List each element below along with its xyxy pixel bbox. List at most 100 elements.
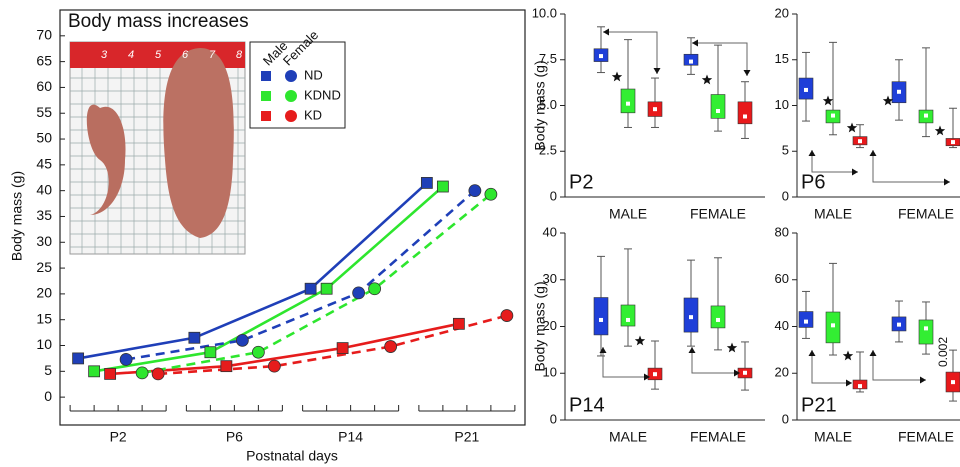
arrow [691, 347, 740, 374]
point [304, 282, 317, 295]
legend-marker [285, 70, 297, 82]
point [220, 360, 233, 373]
arrow-head [644, 373, 650, 381]
x-tick-label: FEMALE [690, 206, 746, 222]
point [452, 317, 465, 330]
point [436, 180, 449, 193]
arrow-head [869, 350, 877, 356]
y-tick-label: 10.0 [532, 5, 557, 20]
y-tick-label: 30 [36, 233, 52, 249]
p-value: 0.002 [936, 337, 950, 367]
point [251, 345, 265, 359]
ruler-label: 5 [155, 49, 162, 61]
arrow-head [603, 28, 609, 36]
arrow-head [808, 350, 816, 356]
mean-marker [897, 89, 901, 94]
y-tick-label: 7.5 [539, 51, 557, 66]
x-tick-label: P2 [110, 429, 127, 445]
y-tick-label: 15 [775, 51, 789, 66]
mean-marker [951, 140, 955, 145]
box [710, 94, 726, 119]
point [420, 177, 433, 189]
x-tick-label: P6 [226, 429, 243, 445]
y-tick-label: 40 [36, 181, 52, 197]
mean-marker [716, 108, 720, 113]
point [500, 309, 514, 322]
mean-marker [924, 326, 928, 331]
x-tick-label: MALE [814, 206, 852, 222]
arrow-head [944, 178, 950, 186]
mean-marker [689, 315, 693, 320]
arrow-head [599, 347, 607, 353]
arrow-head [920, 376, 926, 384]
panel-label: P14 [569, 394, 605, 416]
point [320, 282, 333, 295]
series-line [125, 189, 476, 361]
mean-marker [626, 101, 630, 106]
y-tick-label: 50 [36, 130, 52, 146]
significance-star [611, 71, 623, 82]
mean-marker [858, 139, 862, 144]
legend-marker [285, 110, 297, 122]
y-tick-label: 5.0 [539, 97, 557, 112]
x-tick-label: P14 [338, 429, 363, 445]
mean-marker [858, 384, 862, 389]
arrow [603, 31, 658, 74]
box [737, 101, 753, 125]
y-tick-label: 35 [36, 207, 52, 223]
y-tick-label: 0 [550, 188, 557, 203]
y-tick-label: 55 [36, 104, 52, 120]
y-tick-label: 5 [44, 362, 52, 378]
series-line [141, 193, 492, 375]
panel-label: P2 [569, 171, 593, 193]
main-frame [59, 9, 526, 426]
series-line [77, 181, 428, 360]
box [710, 305, 726, 329]
legend-label: ND [304, 67, 323, 82]
mean-marker [924, 113, 928, 118]
x-tick-label: FEMALE [898, 429, 954, 445]
x-tick-label: FEMALE [690, 429, 746, 445]
pup-large [163, 48, 234, 238]
arrow [811, 350, 852, 384]
box [620, 88, 636, 114]
arrow-head [734, 369, 740, 377]
series-line [93, 185, 444, 373]
y-tick-label: 70 [36, 27, 52, 43]
x-axis-label: Postnatal days [246, 448, 338, 464]
photo-inset [69, 41, 246, 255]
mean-marker [743, 370, 747, 375]
ruler-label: 6 [182, 49, 189, 61]
box [683, 297, 699, 333]
point [235, 333, 249, 347]
arrow [872, 150, 950, 183]
panel-label: P21 [801, 394, 837, 416]
box [918, 319, 934, 345]
pup-small [86, 104, 126, 215]
point [368, 282, 382, 296]
significance-star [726, 342, 738, 353]
point [484, 187, 498, 201]
mean-marker [951, 380, 955, 385]
x-tick-label: MALE [609, 429, 647, 445]
series-line [110, 322, 460, 376]
point [119, 353, 133, 366]
mean-marker [653, 372, 657, 377]
mean-marker [716, 317, 720, 322]
legend-marker [261, 71, 271, 81]
significance-star [842, 350, 854, 361]
box [620, 304, 636, 327]
mean-marker [653, 107, 657, 112]
y-axis-label: Body mass (g) [9, 171, 25, 261]
significance-star [846, 122, 858, 133]
arrow-head [653, 68, 661, 74]
mean-marker [743, 114, 747, 119]
point [384, 340, 398, 353]
arrow [872, 350, 926, 381]
arrow [811, 150, 858, 173]
box [798, 311, 814, 328]
significance-star [822, 95, 834, 106]
significance-star [634, 335, 646, 346]
